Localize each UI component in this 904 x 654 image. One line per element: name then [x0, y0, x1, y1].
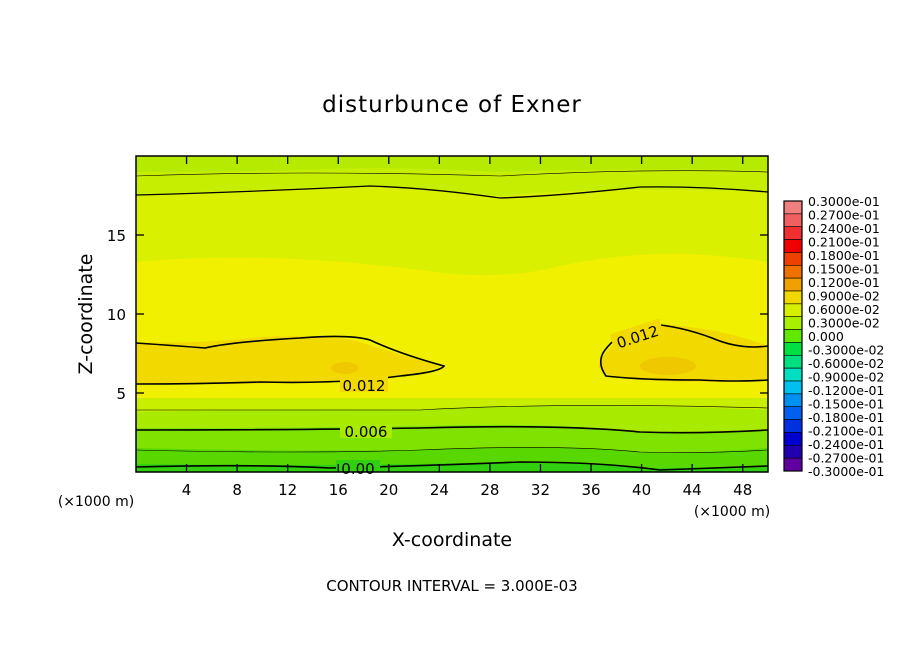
y-tick-label: 5 — [116, 385, 126, 403]
x-axis-ticks: 4 8 12 16 20 24 28 32 36 40 44 48 — [182, 156, 752, 499]
x-unit-right: (×1000 m) — [694, 504, 770, 520]
contour-012-left — [136, 335, 446, 385]
colorbar-swatch — [783, 239, 803, 253]
colorbar-swatch — [783, 419, 803, 433]
x-tick-label: 4 — [182, 481, 192, 499]
x-tick-label: 8 — [232, 481, 242, 499]
colorbar-swatch — [783, 406, 803, 420]
x-tick-label: 28 — [480, 481, 499, 499]
colorbar-label: 0.3000e-01 — [808, 194, 880, 209]
colorbar-label: 0.1500e-01 — [808, 262, 880, 277]
y-tick-label: 10 — [107, 306, 126, 324]
contour-interval-note: CONTOUR INTERVAL = 3.000E-03 — [326, 577, 577, 595]
colorbar-label: 0.1800e-01 — [808, 248, 880, 263]
core-spot-right — [640, 357, 696, 375]
colorbar-label: -0.9000e-02 — [808, 370, 884, 385]
colorbar-label: -0.1200e-01 — [808, 383, 884, 398]
colorbar-frame — [783, 200, 803, 472]
chart-title: disturbunce of Exner — [322, 92, 582, 118]
x-tick-label: 40 — [632, 481, 651, 499]
x-tick-label: 44 — [683, 481, 702, 499]
colorbar-label: 0.2400e-01 — [808, 221, 880, 236]
colorbar-swatch — [783, 457, 803, 472]
colorbar-swatch — [783, 342, 803, 356]
colorbar-swatch — [783, 303, 803, 318]
colorbar-label: 0.9000e-02 — [808, 289, 880, 304]
x-tick-label: 20 — [379, 481, 398, 499]
colorbar-label: 0.3000e-02 — [808, 316, 880, 331]
colorbar-swatch — [783, 264, 803, 279]
colorbar-swatch — [783, 444, 803, 459]
colorbar-swatch — [783, 226, 803, 240]
colorbar-label: -0.2400e-01 — [808, 437, 884, 452]
x-tick-label: 36 — [581, 481, 600, 499]
colorbar: 0.3000e-010.2700e-010.2400e-010.2100e-01… — [783, 194, 884, 479]
x-tick-label: 48 — [733, 481, 752, 499]
colorbar-label: -0.3000e-02 — [808, 343, 884, 358]
contour-thin-mid — [136, 405, 768, 411]
colorbar-swatch — [783, 277, 803, 292]
colorbar-swatch — [783, 329, 803, 343]
x-tick-label: 32 — [531, 481, 550, 499]
colorbar-swatch — [783, 252, 803, 266]
contour-label-006: 0.006 — [345, 423, 388, 441]
contour-label-000: 0.00 — [341, 460, 374, 478]
colorbar-label: -0.1800e-01 — [808, 410, 884, 425]
contour-label-012-left: 0.012 — [343, 377, 386, 395]
contour-upper — [136, 185, 768, 199]
colorbar-swatch — [783, 200, 803, 215]
band-top-green — [136, 156, 768, 172]
y-tick-label: 15 — [107, 227, 126, 245]
contour-thin-upper — [136, 170, 768, 177]
y-axis-ticks: 5 10 15 — [107, 227, 768, 403]
plot-area — [136, 156, 768, 472]
colorbar-label: 0.1200e-01 — [808, 275, 880, 290]
colorbar-label: 0.000 — [808, 329, 844, 344]
contour-lines — [136, 170, 768, 471]
colorbar-swatch — [783, 354, 803, 369]
x-unit-left: (×1000 m) — [58, 494, 134, 510]
colorbar-label: -0.2700e-01 — [808, 451, 884, 466]
colorbar-swatch — [783, 432, 803, 446]
colorbar-swatch — [783, 316, 803, 330]
core-spot-left — [331, 362, 359, 374]
colorbar-label: -0.6000e-02 — [808, 356, 884, 371]
contour-006 — [136, 425, 768, 434]
x-axis-label: X-coordinate — [392, 529, 512, 551]
colorbar-label: -0.1500e-01 — [808, 397, 884, 412]
x-tick-label: 16 — [329, 481, 348, 499]
colorbar-swatch — [783, 380, 803, 395]
colorbar-label: 0.2700e-01 — [808, 208, 880, 223]
colorbar-swatch — [783, 213, 803, 228]
y-axis-label: Z-coordinate — [75, 254, 97, 375]
contour-012-right — [599, 323, 768, 382]
band-low-5 — [136, 462, 768, 472]
colorbar-swatch — [783, 367, 803, 382]
contour-thin-low — [136, 447, 768, 453]
x-tick-label: 24 — [430, 481, 449, 499]
colorbar-swatch — [783, 393, 803, 408]
colorbar-label: -0.3000e-01 — [808, 464, 884, 479]
colorbar-label: 0.2100e-01 — [808, 235, 880, 250]
band-core-left — [136, 336, 442, 385]
colorbar-label: 0.6000e-02 — [808, 302, 880, 317]
contour-000 — [136, 461, 768, 471]
x-tick-label: 12 — [278, 481, 297, 499]
colorbar-label: -0.2100e-01 — [808, 424, 884, 439]
colorbar-swatch — [783, 290, 803, 305]
